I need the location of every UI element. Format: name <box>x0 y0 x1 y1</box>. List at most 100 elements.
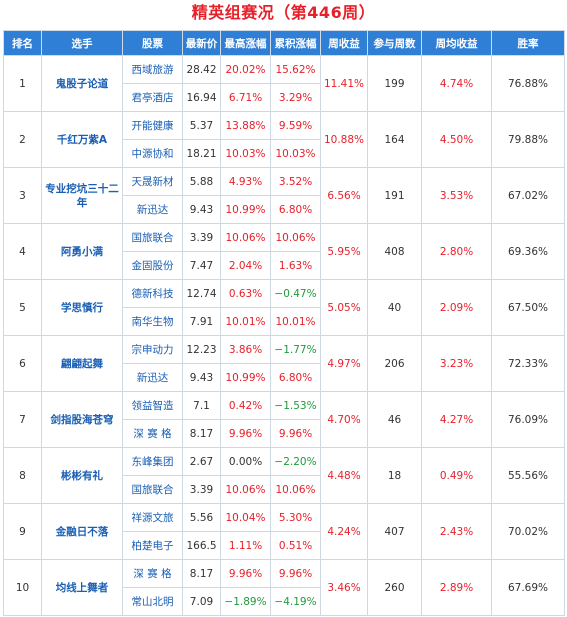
win-rate-cell: 69.36% <box>491 223 565 280</box>
stock-price: 5.37 <box>182 111 221 140</box>
max-gain-cell: 10.06% <box>220 223 271 252</box>
table-row: 1 鬼股子论道 西域旅游 28.42 20.02% 15.62% 11.41% 199 4.74… <box>3 55 565 112</box>
cum-gain-cell: 9.96% <box>270 419 321 448</box>
player-name: 剑指股海苍穹 <box>41 391 123 448</box>
max-gain-cell: 6.71% <box>220 83 271 112</box>
win-rate-cell: 72.33% <box>491 335 565 392</box>
stock-name: 深 赛 格 <box>122 559 183 588</box>
table-row: 10 均线上舞者深 赛 格 8.17 9.96% 9.96% 3.46% 260 2.89% 6… <box>3 559 565 616</box>
rank-cell: 8 <box>3 447 42 504</box>
header-cum-gain: 累积涨幅 <box>270 30 321 56</box>
player-name: 专业挖坑三十二年 <box>41 167 123 224</box>
win-rate-cell: 79.88% <box>491 111 565 168</box>
cum-gain-cell: −2.20% <box>270 447 321 476</box>
player-name: 鬼股子论道 <box>41 55 123 112</box>
max-gain-cell: 10.06% <box>220 475 271 504</box>
weekly-return-cell: 5.05% <box>320 279 368 336</box>
stock-price: 3.39 <box>182 475 221 504</box>
cum-gain-cell: 0.51% <box>270 531 321 560</box>
stock-name: 新迅达 <box>122 195 183 224</box>
win-rate-cell: 70.02% <box>491 503 565 560</box>
stock-name: 东峰集团 <box>122 447 183 476</box>
table-row: 君亭酒店 16.94 6.71% 3.29% <box>4 83 565 112</box>
max-gain-cell: 3.86% <box>220 335 271 364</box>
rank-cell: 4 <box>3 223 42 280</box>
weekly-return-cell: 10.88% <box>320 111 368 168</box>
rank-cell: 10 <box>3 559 42 616</box>
max-gain-cell: 4.93% <box>220 167 271 196</box>
player-name: 金融日不落 <box>41 503 123 560</box>
weekly-return-cell: 3.46% <box>320 559 368 616</box>
max-gain-cell: 2.04% <box>220 251 271 280</box>
avg-return-cell: 3.53% <box>421 167 492 224</box>
max-gain-cell: 10.01% <box>220 307 271 336</box>
stock-name: 中源协和 <box>122 139 183 168</box>
avg-return-cell: 4.27% <box>421 391 492 448</box>
stock-name: 君亭酒店 <box>122 83 183 112</box>
win-rate-cell: 76.88% <box>491 55 565 112</box>
table-row: 国旅联合 3.39 10.06% 10.06% <box>4 475 565 504</box>
cum-gain-cell: 10.01% <box>270 307 321 336</box>
max-gain-cell: 10.99% <box>220 363 271 392</box>
weeks-cell: 164 <box>367 111 422 168</box>
max-gain-cell: 20.02% <box>220 55 271 84</box>
table-row: 南华生物 7.91 10.01% 10.01% <box>4 307 565 336</box>
table-body: 1 鬼股子论道 西域旅游 28.42 20.02% 15.62% 11.41% 199 4.74… <box>3 55 565 616</box>
header-avg-return: 周均收益 <box>421 30 492 56</box>
header-weeks: 参与周数 <box>367 30 422 56</box>
avg-return-cell: 3.23% <box>421 335 492 392</box>
weeks-cell: 408 <box>367 223 422 280</box>
cum-gain-cell: −1.77% <box>270 335 321 364</box>
cum-gain-cell: 9.59% <box>270 111 321 140</box>
stock-price: 9.43 <box>182 363 221 392</box>
stock-price: 28.42 <box>182 55 221 84</box>
stock-name: 祥源文旅 <box>122 503 183 532</box>
stock-price: 7.91 <box>182 307 221 336</box>
stock-name: 德新科技 <box>122 279 183 308</box>
stock-price: 7.09 <box>182 587 221 616</box>
max-gain-cell: 0.00% <box>220 447 271 476</box>
stock-price: 12.74 <box>182 279 221 308</box>
stock-price: 3.39 <box>182 223 221 252</box>
cum-gain-cell: −0.47% <box>270 279 321 308</box>
results-table: 排名 选手 股票 最新价 最高涨幅 累积涨幅 周收益 参与周数 周均收益 胜率 … <box>3 30 565 616</box>
weeks-cell: 40 <box>367 279 422 336</box>
stock-price: 5.56 <box>182 503 221 532</box>
max-gain-cell: −1.89% <box>220 587 271 616</box>
weeks-cell: 206 <box>367 335 422 392</box>
avg-return-cell: 2.09% <box>421 279 492 336</box>
avg-return-cell: 4.50% <box>421 111 492 168</box>
cum-gain-cell: 15.62% <box>270 55 321 84</box>
player-name: 翩翩起舞 <box>41 335 123 392</box>
stock-name: 领益智造 <box>122 391 183 420</box>
stock-price: 16.94 <box>182 83 221 112</box>
table-row: 2 千红万紫A 开能健康 5.37 13.88% 9.59% 10.88% 164 4.50% 7… <box>3 111 565 168</box>
stock-price: 166.5 <box>182 531 221 560</box>
table-row: 8 彬彬有礼 东峰集团 2.67 0.00% −2.20% 4.48% 18 0.49% 55.5… <box>3 447 565 504</box>
header-win-rate: 胜率 <box>491 30 565 56</box>
max-gain-cell: 10.99% <box>220 195 271 224</box>
cum-gain-cell: 10.03% <box>270 139 321 168</box>
stock-price: 7.47 <box>182 251 221 280</box>
stock-price: 8.17 <box>182 419 221 448</box>
avg-return-cell: 2.43% <box>421 503 492 560</box>
header-stock: 股票 <box>122 30 183 56</box>
stock-name: 宗申动力 <box>122 335 183 364</box>
table-row: 4 阿勇小满 国旅联合 3.39 10.06% 10.06% 5.95% 408 2.80% 69… <box>3 223 565 280</box>
table-row: 常山北明 7.09 −1.89% −4.19% <box>4 587 565 616</box>
avg-return-cell: 2.89% <box>421 559 492 616</box>
table-header-row: 排名 选手 股票 最新价 最高涨幅 累积涨幅 周收益 参与周数 周均收益 胜率 <box>3 30 565 56</box>
header-weekly-return: 周收益 <box>320 30 368 56</box>
avg-return-cell: 4.74% <box>421 55 492 112</box>
weeks-cell: 260 <box>367 559 422 616</box>
win-rate-cell: 67.69% <box>491 559 565 616</box>
rank-cell: 7 <box>3 391 42 448</box>
cum-gain-cell: 10.06% <box>270 223 321 252</box>
weekly-return-cell: 6.56% <box>320 167 368 224</box>
max-gain-cell: 13.88% <box>220 111 271 140</box>
cum-gain-cell: 1.63% <box>270 251 321 280</box>
table-row: 6 翩翩起舞 宗申动力 12.23 3.86% −1.77% 4.97% 206 3.23% 72… <box>3 335 565 392</box>
table-row: 金固股份 7.47 2.04% 1.63% <box>4 251 565 280</box>
stock-price: 18.21 <box>182 139 221 168</box>
cum-gain-cell: −4.19% <box>270 587 321 616</box>
